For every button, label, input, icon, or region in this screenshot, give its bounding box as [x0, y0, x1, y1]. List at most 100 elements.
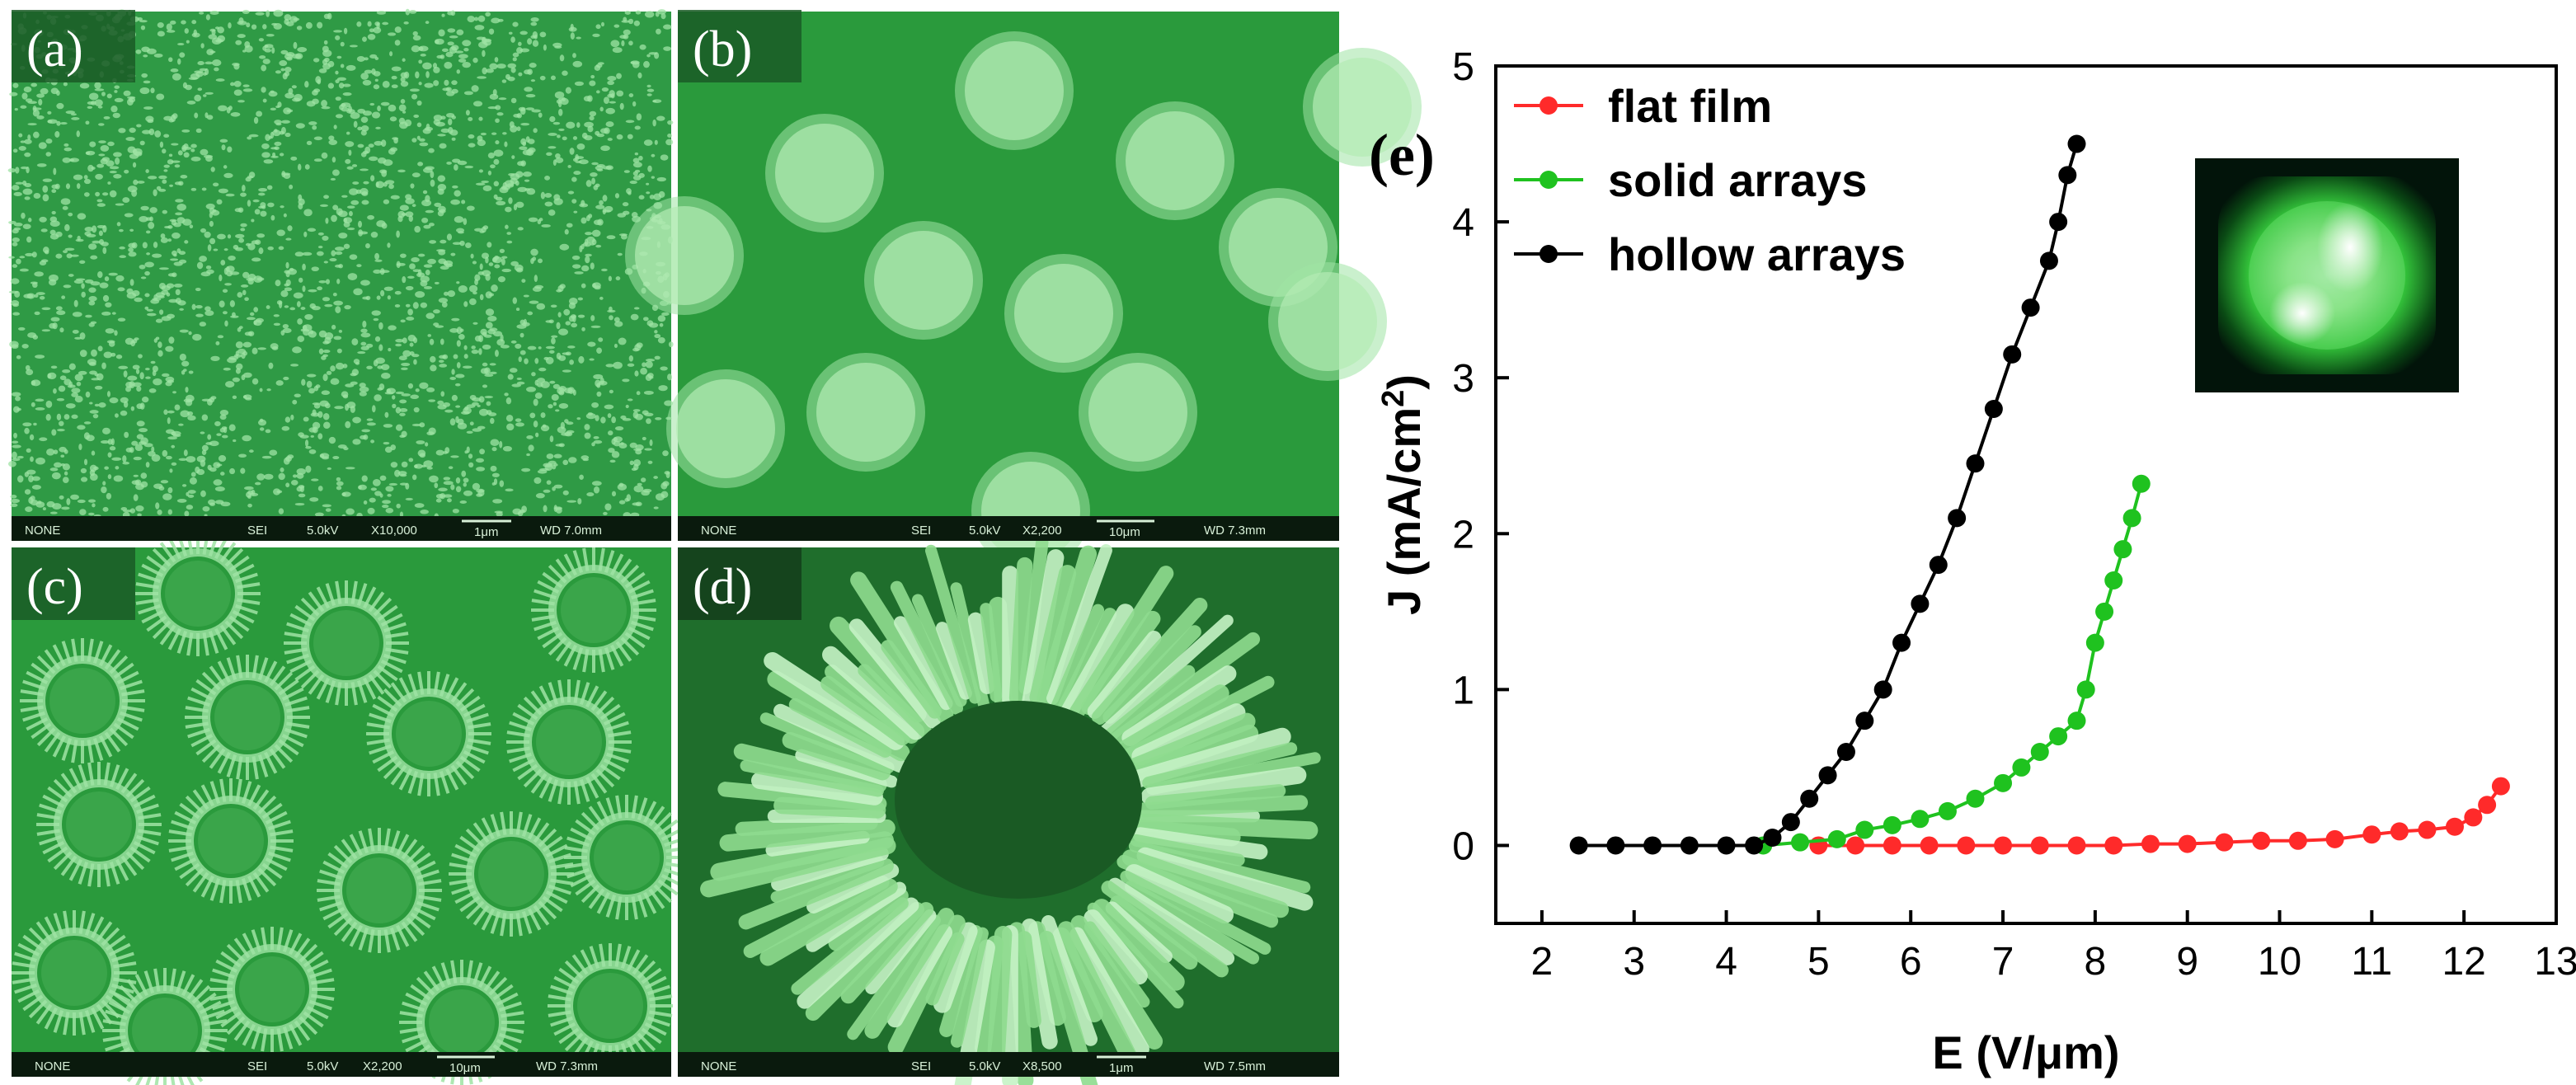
- data-point: [1911, 594, 1930, 613]
- solid-array-dot: [765, 114, 884, 233]
- data-point: [2215, 833, 2234, 852]
- y-axis: 0 1 2 3 4 5: [1452, 45, 1509, 868]
- hollow-array-dot: [366, 671, 491, 796]
- data-point: [1763, 829, 1782, 847]
- data-point: [2067, 836, 2086, 855]
- sem-panel-b: (b): [625, 10, 1422, 571]
- sem-info-bar-d: NONE SEI 5.0kV X8,500 1μm WD 7.5mm: [678, 1052, 1339, 1077]
- data-point: [2132, 474, 2151, 493]
- data-point: [1873, 680, 1892, 699]
- panel-label-d: (d): [693, 559, 752, 615]
- sem-info-bar-c: NONE SEI 5.0kV X2,200 10μm WD 7.3mm: [12, 1052, 671, 1077]
- info-scalebar: 1μm: [1109, 1061, 1133, 1075]
- data-point: [1966, 789, 1985, 808]
- info-mode: SEI: [247, 1059, 267, 1073]
- data-point: [1994, 773, 2013, 792]
- y-axis-label-sup: 2: [1376, 390, 1411, 407]
- data-point: [2252, 831, 2271, 850]
- info-voltage: 5.0kV: [307, 524, 338, 538]
- legend-item: flat film: [1514, 80, 1772, 132]
- hollow-array-dot: [284, 580, 409, 706]
- data-point: [1791, 833, 1810, 852]
- data-point: [2122, 509, 2141, 528]
- data-point: [2418, 820, 2437, 839]
- sem-panel-a: (a): [7, 8, 674, 519]
- series-layer: [1569, 134, 2510, 855]
- data-point: [2095, 602, 2114, 621]
- y-tick-label: 2: [1452, 513, 1474, 557]
- info-voltage: 5.0kV: [969, 1059, 1000, 1073]
- info-scalebar: 10μm: [449, 1061, 481, 1075]
- solid-array-dot: [1004, 254, 1123, 373]
- x-tick-label: 5: [1807, 940, 1830, 984]
- hollow-array-dot: [20, 638, 145, 763]
- hollow-array-dot: [564, 795, 689, 920]
- info-magnification: X8,500: [1022, 1059, 1062, 1073]
- hollow-array-dot: [548, 943, 673, 1069]
- solid-array-dot: [1303, 48, 1422, 167]
- data-point: [2030, 743, 2049, 761]
- hollow-array-dot: [185, 655, 310, 780]
- data-point: [2464, 808, 2483, 827]
- data-point: [1929, 556, 1948, 575]
- data-point: [2491, 777, 2510, 796]
- data-point: [1800, 789, 1819, 808]
- solid-array-dot: [955, 31, 1074, 150]
- info-wd: WD 7.5mm: [1204, 1059, 1266, 1073]
- data-point: [1957, 836, 1976, 855]
- data-point: [2104, 836, 2123, 855]
- data-point: [2067, 712, 2086, 730]
- y-tick-label: 5: [1452, 45, 1474, 89]
- info-wd: WD 7.3mm: [536, 1059, 598, 1073]
- info-wd: WD 7.0mm: [540, 524, 602, 538]
- data-point: [2325, 829, 2344, 848]
- info-mode: SEI: [247, 524, 267, 538]
- legend-marker: [1539, 171, 1558, 189]
- inset-spot-1: [2317, 202, 2383, 293]
- y-tick-label: 1: [1452, 669, 1474, 712]
- info-mode: SEI: [911, 524, 931, 538]
- panel-label-b: (b): [693, 21, 752, 78]
- sem-texture-solid-arrays: [625, 31, 1422, 571]
- info-mode: SEI: [911, 1059, 931, 1073]
- data-point: [2058, 166, 2077, 185]
- data-point: [2390, 822, 2409, 841]
- data-point: [2030, 836, 2049, 855]
- hollow-array-dot: [531, 547, 656, 673]
- data-point: [2288, 831, 2307, 850]
- hollow-array-dot: [168, 778, 294, 904]
- y-tick-label: 4: [1452, 201, 1474, 245]
- data-point: [2104, 571, 2123, 589]
- x-tick-label: 12: [2442, 940, 2485, 984]
- info-magnification: X2,200: [363, 1059, 402, 1073]
- info-wd: WD 7.3mm: [1204, 524, 1266, 538]
- x-axis: 2 3 4 5 6 7 8 9 10 11 12 13: [1531, 910, 2576, 984]
- data-point: [2178, 834, 2197, 853]
- data-point: [1883, 836, 1901, 855]
- series-hollow-arrays: [1569, 134, 2086, 855]
- data-point: [1717, 836, 1736, 855]
- y-axis-label-main: J (mA/cm: [1378, 407, 1430, 615]
- info-voltage: 5.0kV: [969, 524, 1000, 538]
- hollow-array-dot: [506, 679, 632, 805]
- data-point: [1948, 509, 1967, 528]
- legend-label: flat film: [1608, 80, 1772, 132]
- sem-texture-hollow-arrays: [12, 531, 689, 1085]
- data-point: [2445, 817, 2464, 836]
- x-tick-label: 9: [2176, 940, 2198, 984]
- info-scalebar: 10μm: [1109, 525, 1140, 539]
- legend-marker: [1539, 96, 1558, 115]
- hollow-array-dot: [209, 927, 335, 1052]
- data-point: [1883, 815, 1901, 834]
- legend: flat film solid arrays hollow arrays: [1514, 80, 1906, 280]
- legend-label: solid arrays: [1608, 154, 1867, 206]
- hollow-array-dot: [36, 762, 162, 887]
- data-point: [2362, 825, 2381, 844]
- data-point: [1892, 633, 1911, 652]
- data-point: [1827, 829, 1846, 848]
- solid-array-dot: [864, 221, 983, 340]
- x-tick-label: 4: [1715, 940, 1737, 984]
- data-point: [1836, 743, 1855, 761]
